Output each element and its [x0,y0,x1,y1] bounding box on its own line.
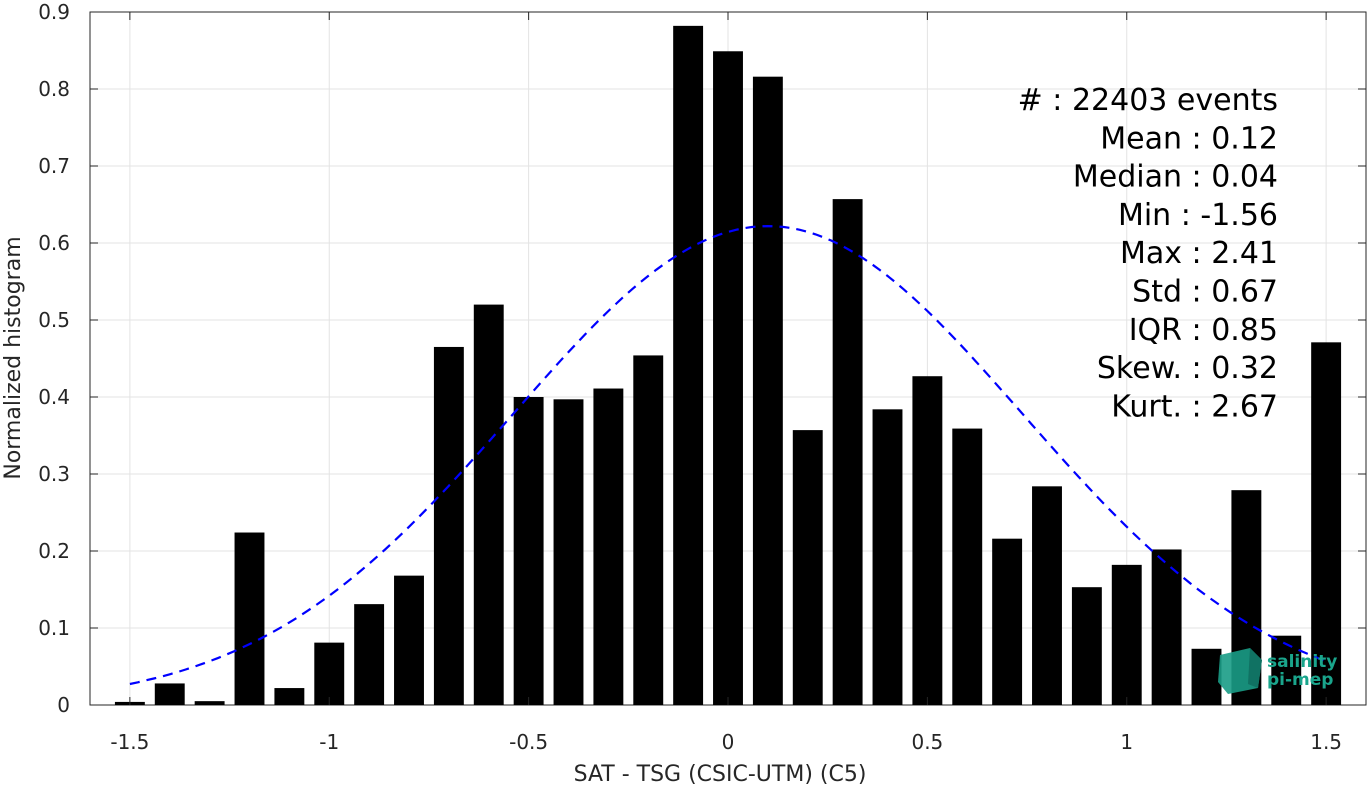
stats-line: Median : 0.04 [1073,160,1278,195]
x-tick-label: -0.5 [509,730,548,754]
x-tick-label: -1.5 [110,730,149,754]
bar [713,51,743,705]
stats-line: Std : 0.67 [1132,275,1278,310]
bar [992,538,1023,705]
stats-line: # : 22403 events [1018,83,1278,118]
stats-line: Max : 2.41 [1120,236,1278,271]
y-tick-label: 0.5 [38,308,70,332]
bar [314,642,345,705]
bar [912,376,943,705]
bar [1271,635,1302,705]
bar [633,355,664,705]
logo-text-line1: salinity [1267,652,1337,672]
bar [354,604,385,705]
bar [553,399,584,705]
bar [1151,549,1182,705]
normal-fit-curve [129,224,1327,686]
bar [593,388,624,705]
bar [513,397,544,705]
bar [394,575,424,705]
bar [1111,564,1142,705]
bar [792,430,823,705]
bar [154,683,185,705]
bar [433,346,464,705]
bar [1311,342,1342,705]
x-tick-label: 1 [1120,730,1133,754]
logo-cube-shade [1248,648,1262,688]
bar [952,428,983,705]
bar [274,688,305,705]
stats-line: Skew. : 0.32 [1097,351,1278,386]
y-tick-label: 0.1 [38,616,70,640]
y-tick-label: 0.3 [38,462,70,486]
y-tick-label: 0 [57,693,70,717]
bar [872,409,903,705]
bar [473,304,504,705]
x-axis-title: SAT - TSG (CSIC-UTM) (C5) [574,762,867,785]
bar [1191,648,1222,705]
x-tick-label: 0.5 [911,730,943,754]
logo-text-line2: pi-mep [1267,670,1333,690]
x-tick-label: 0 [722,730,735,754]
bar [752,76,783,706]
stats-line: IQR : 0.85 [1129,313,1278,348]
stats-line: Mean : 0.12 [1100,121,1278,156]
bar [673,25,704,706]
bar [234,532,265,705]
x-tick-label: 1.5 [1310,730,1342,754]
stats-line: Kurt. : 2.67 [1111,389,1278,424]
y-tick-label: 0.2 [38,539,70,563]
bars [114,25,1342,706]
axis-ticks: -1.5 -1 -0.5 0 0.5 1 1.5 0 0.1 0.2 0.3 0.4 0.5 0.6 0.7… [38,0,1366,754]
salinity-pimep-logo: salinity pi-mep [1218,648,1337,694]
bar [1071,587,1102,705]
y-tick-label: 0.8 [38,77,70,101]
y-tick-label: 0.7 [38,154,70,178]
stats-line: Min : -1.56 [1118,198,1278,233]
y-tick-label: 0.4 [38,385,70,409]
bar [1032,486,1062,705]
y-tick-label: 0.6 [38,231,70,255]
y-axis-title: Normalized histogram [1,236,26,479]
x-tick-label: -1 [319,730,339,754]
bar [194,701,225,705]
bar [832,199,863,706]
y-tick-label: 0.9 [38,0,70,24]
